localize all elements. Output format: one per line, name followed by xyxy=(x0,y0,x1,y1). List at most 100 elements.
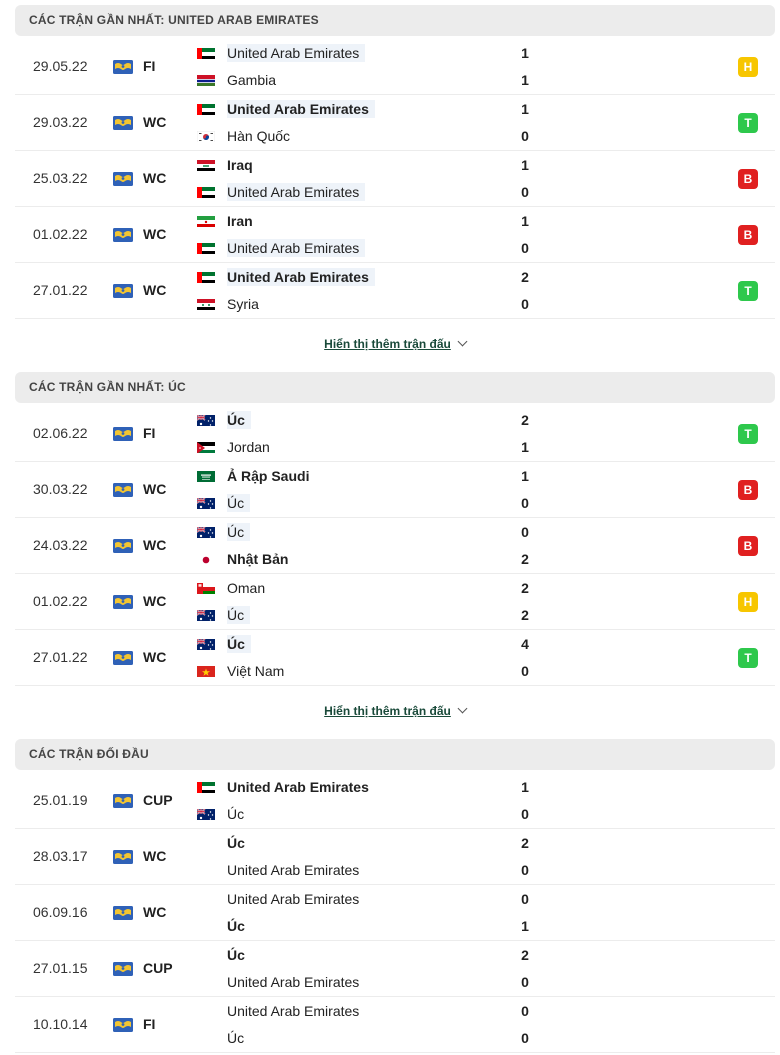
team-home[interactable]: Úc xyxy=(197,634,251,654)
competition-code: CUP xyxy=(143,792,173,808)
score-home: 2 xyxy=(521,412,529,428)
section-title: CÁC TRẬN GẦN NHẤT: ÚC xyxy=(15,372,775,403)
show-more-link[interactable]: Hiển thị thêm trận đấu xyxy=(324,337,451,351)
team-home[interactable]: United Arab Emirates xyxy=(197,889,365,909)
team-away[interactable]: Jordan xyxy=(197,437,276,457)
show-more-link[interactable]: Hiển thị thêm trận đấu xyxy=(324,704,451,718)
match-row[interactable]: 24.03.22 WC Úc 0 Nhật Bản 2 B xyxy=(15,518,775,574)
team-home[interactable]: United Arab Emirates xyxy=(197,1001,365,1021)
chevron-down-icon[interactable] xyxy=(457,336,468,347)
team-home[interactable]: Iraq xyxy=(197,155,259,175)
team-away[interactable]: Hàn Quốc xyxy=(197,126,296,146)
team-name: Syria xyxy=(227,296,259,312)
score-away: 2 xyxy=(521,551,529,567)
team-home[interactable]: Oman xyxy=(197,578,271,598)
team-name: Úc xyxy=(227,411,251,429)
match-row[interactable]: 10.10.14 FI United Arab Emirates 0 Úc 0 xyxy=(15,997,775,1053)
match-row[interactable]: 25.01.19 CUP United Arab Emirates 1 Úc 0 xyxy=(15,773,775,829)
competition-code: WC xyxy=(143,170,167,186)
match-date: 30.03.22 xyxy=(33,481,88,497)
oman-flag-icon xyxy=(197,582,215,594)
competition-icon xyxy=(113,794,133,808)
chevron-down-icon[interactable] xyxy=(457,703,468,714)
iran-flag-icon xyxy=(197,215,215,227)
team-away[interactable]: Úc xyxy=(197,493,251,513)
team-away[interactable]: Úc xyxy=(197,804,250,824)
match-row[interactable]: 02.06.22 FI Úc 2 Jordan 1 T xyxy=(15,406,775,462)
team-away[interactable]: United Arab Emirates xyxy=(197,182,366,202)
result-badge: B xyxy=(738,225,758,245)
competition-icon xyxy=(113,539,133,553)
team-home[interactable]: United Arab Emirates xyxy=(197,777,375,797)
match-date: 27.01.22 xyxy=(33,282,88,298)
match-row[interactable]: 01.02.22 WC Iran 1 United Arab Emirates 0 B xyxy=(15,207,775,263)
section-3: CÁC TRẬN ĐỐI ĐẦU 25.01.19 CUP United Arab E… xyxy=(15,739,775,1053)
match-row[interactable]: 27.01.22 WC United Arab Emirates 2 Syria 0 T xyxy=(15,263,775,319)
competition-icon xyxy=(113,60,133,74)
team-away[interactable]: United Arab Emirates xyxy=(197,972,365,992)
competition-code: CUP xyxy=(143,960,173,976)
score-away: 0 xyxy=(521,862,529,878)
match-list: 25.01.19 CUP United Arab Emirates 1 Úc 0 28.03… xyxy=(15,773,775,1053)
match-row[interactable]: 01.02.22 WC Oman 2 Úc 2 H xyxy=(15,574,775,630)
jordan-flag-icon xyxy=(197,441,215,453)
score-away: 1 xyxy=(521,918,529,934)
match-date: 27.01.15 xyxy=(33,960,88,976)
team-name: Úc xyxy=(227,1030,245,1046)
team-away[interactable]: United Arab Emirates xyxy=(197,860,365,880)
team-home[interactable]: United Arab Emirates xyxy=(197,43,366,63)
match-row[interactable]: 27.01.15 CUP Úc 2 United Arab Emirates 0 xyxy=(15,941,775,997)
team-name: Việt Nam xyxy=(227,663,285,679)
team-name: United Arab Emirates xyxy=(227,1003,360,1019)
show-more-container: Hiển thị thêm trận đấu xyxy=(15,686,775,734)
section-title: CÁC TRẬN ĐỐI ĐẦU xyxy=(15,739,775,770)
score-home: 4 xyxy=(521,636,529,652)
competition-icon xyxy=(113,483,133,497)
match-row[interactable]: 25.03.22 WC Iraq 1 United Arab Emirates 0 B xyxy=(15,151,775,207)
team-away[interactable]: Úc xyxy=(197,916,251,936)
match-date: 25.03.22 xyxy=(33,170,88,186)
match-date: 01.02.22 xyxy=(33,226,88,242)
score-away: 0 xyxy=(521,296,529,312)
team-home[interactable]: United Arab Emirates xyxy=(197,99,375,119)
match-row[interactable]: 06.09.16 WC United Arab Emirates 0 Úc 1 xyxy=(15,885,775,941)
competition-code: WC xyxy=(143,114,167,130)
team-away[interactable]: Úc xyxy=(197,1028,250,1048)
uae-flag-icon xyxy=(197,47,215,59)
competition-code: WC xyxy=(143,593,167,609)
score-away: 0 xyxy=(521,240,529,256)
score-away: 0 xyxy=(521,1030,529,1046)
team-away[interactable]: Úc xyxy=(197,605,251,625)
team-away[interactable]: Nhật Bản xyxy=(197,549,294,569)
result-badge: H xyxy=(738,57,758,77)
team-home[interactable]: Úc xyxy=(197,833,251,853)
match-date: 02.06.22 xyxy=(33,425,88,441)
score-home: 0 xyxy=(521,1003,529,1019)
team-away[interactable]: Syria xyxy=(197,294,265,314)
team-home[interactable]: Iran xyxy=(197,211,259,231)
team-name: Úc xyxy=(227,918,245,934)
team-home[interactable]: Ả Rập Saudi xyxy=(197,466,315,486)
team-name: Úc xyxy=(227,835,245,851)
team-away[interactable]: Việt Nam xyxy=(197,661,290,681)
team-away[interactable]: United Arab Emirates xyxy=(197,238,366,258)
score-home: 2 xyxy=(521,947,529,963)
team-home[interactable]: Úc xyxy=(197,522,251,542)
match-row[interactable]: 29.03.22 WC United Arab Emirates 1 Hàn Quốc 0… xyxy=(15,95,775,151)
team-home[interactable]: Úc xyxy=(197,410,251,430)
match-row[interactable]: 29.05.22 FI United Arab Emirates 1 Gambia 1 H xyxy=(15,39,775,95)
match-row[interactable]: 27.01.22 WC Úc 4 Việt Nam 0 T xyxy=(15,630,775,686)
vietnam-flag-icon xyxy=(197,665,215,677)
team-away[interactable]: Gambia xyxy=(197,70,282,90)
team-home[interactable]: United Arab Emirates xyxy=(197,267,375,287)
match-row[interactable]: 30.03.22 WC Ả Rập Saudi 1 Úc 0 B xyxy=(15,462,775,518)
match-date: 25.01.19 xyxy=(33,792,88,808)
uae-flag-icon xyxy=(197,781,215,793)
match-row[interactable]: 28.03.17 WC Úc 2 United Arab Emirates 0 xyxy=(15,829,775,885)
match-date: 01.02.22 xyxy=(33,593,88,609)
team-name: United Arab Emirates xyxy=(227,44,366,62)
team-name: Úc xyxy=(227,494,251,512)
team-home[interactable]: Úc xyxy=(197,945,251,965)
team-name: Jordan xyxy=(227,439,270,455)
competition-code: FI xyxy=(143,58,156,74)
